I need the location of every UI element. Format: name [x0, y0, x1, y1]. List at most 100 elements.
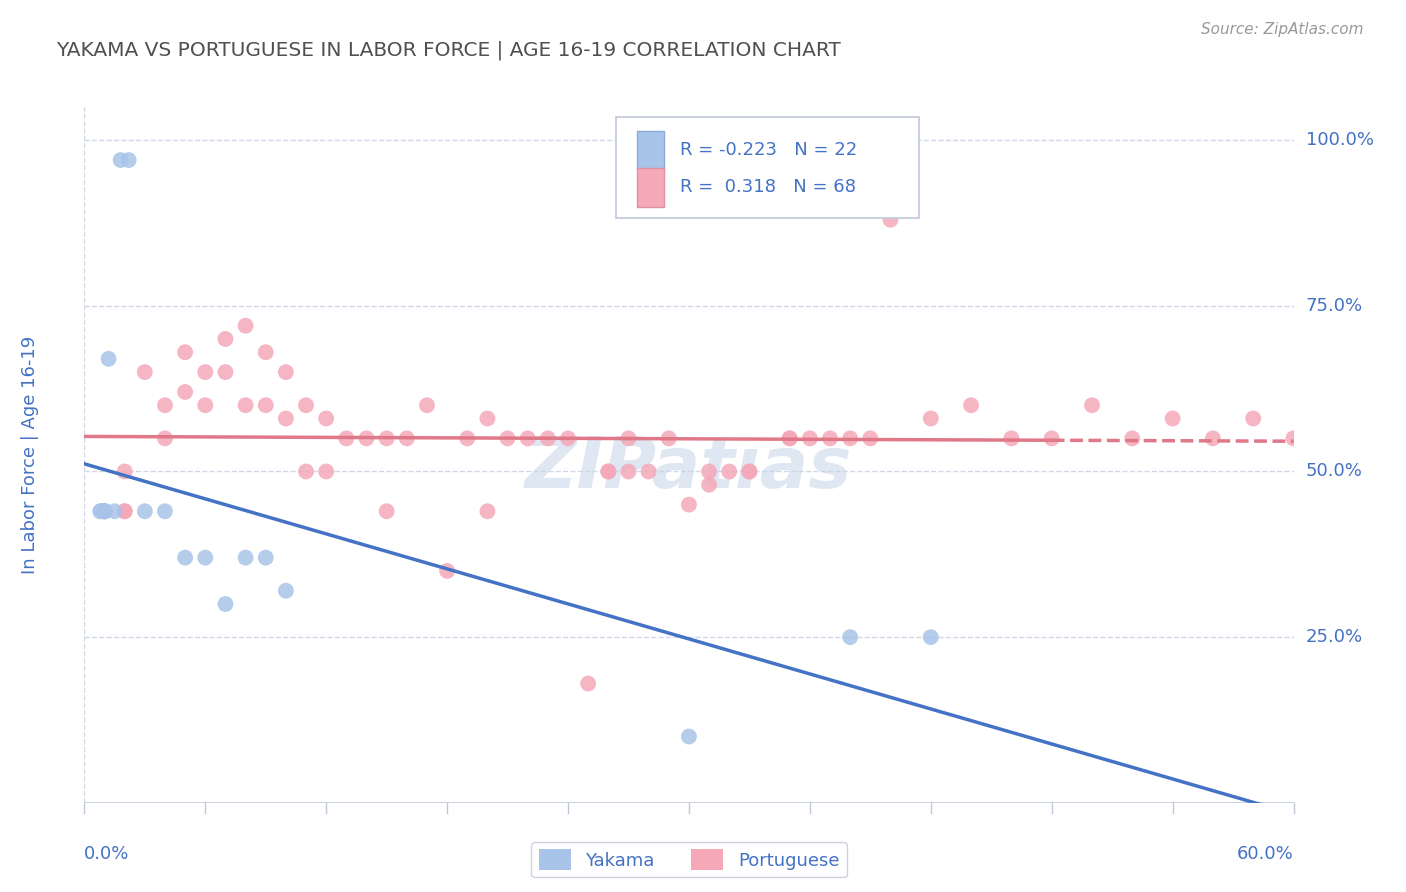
- Point: [598, 465, 620, 479]
- Point: [194, 550, 217, 565]
- Point: [1282, 431, 1305, 445]
- Point: [1241, 411, 1264, 425]
- Point: [920, 630, 942, 644]
- Point: [214, 597, 236, 611]
- FancyBboxPatch shape: [637, 131, 664, 169]
- Text: ZIPatıas: ZIPatıas: [526, 434, 852, 503]
- Point: [194, 398, 217, 412]
- Text: 100.0%: 100.0%: [1306, 131, 1374, 149]
- Point: [93, 504, 115, 518]
- Text: 75.0%: 75.0%: [1306, 297, 1362, 315]
- Point: [104, 504, 127, 518]
- Point: [557, 431, 579, 445]
- Point: [93, 504, 115, 518]
- Point: [456, 431, 478, 445]
- Point: [617, 431, 640, 445]
- Point: [375, 504, 398, 518]
- Point: [97, 351, 120, 366]
- Text: YAKAMA VS PORTUGUESE IN LABOR FORCE | AGE 16-19 CORRELATION CHART: YAKAMA VS PORTUGUESE IN LABOR FORCE | AG…: [56, 40, 841, 60]
- Point: [235, 398, 257, 412]
- Point: [89, 504, 111, 518]
- Point: [718, 465, 741, 479]
- Point: [516, 431, 538, 445]
- Point: [134, 365, 156, 379]
- Point: [235, 318, 257, 333]
- Point: [174, 550, 197, 565]
- Point: [93, 504, 115, 518]
- Point: [477, 504, 499, 518]
- Text: 60.0%: 60.0%: [1237, 845, 1294, 863]
- Point: [110, 153, 132, 167]
- Point: [436, 564, 458, 578]
- FancyBboxPatch shape: [616, 118, 918, 219]
- Point: [93, 504, 115, 518]
- Point: [1202, 431, 1225, 445]
- Point: [658, 431, 681, 445]
- Point: [1161, 411, 1184, 425]
- Text: 50.0%: 50.0%: [1306, 462, 1362, 481]
- Point: [356, 431, 378, 445]
- Point: [839, 431, 862, 445]
- Point: [859, 431, 882, 445]
- Point: [395, 431, 418, 445]
- Point: [779, 431, 801, 445]
- Point: [920, 411, 942, 425]
- Point: [118, 153, 141, 167]
- Point: [274, 411, 297, 425]
- Point: [477, 411, 499, 425]
- Point: [1000, 431, 1022, 445]
- Point: [1121, 431, 1143, 445]
- Point: [89, 504, 111, 518]
- Point: [637, 465, 659, 479]
- Point: [697, 465, 720, 479]
- Legend: Yakama, Portuguese: Yakama, Portuguese: [531, 842, 846, 877]
- Point: [274, 583, 297, 598]
- Point: [254, 550, 277, 565]
- Point: [295, 465, 318, 479]
- Point: [93, 504, 115, 518]
- Point: [598, 465, 620, 479]
- Point: [537, 431, 560, 445]
- Text: R = -0.223   N = 22: R = -0.223 N = 22: [681, 141, 858, 159]
- Text: 25.0%: 25.0%: [1306, 628, 1362, 646]
- Point: [496, 431, 519, 445]
- Point: [779, 431, 801, 445]
- Text: Source: ZipAtlas.com: Source: ZipAtlas.com: [1201, 22, 1364, 37]
- Text: In Labor Force | Age 16-19: In Labor Force | Age 16-19: [21, 335, 39, 574]
- Point: [134, 504, 156, 518]
- Point: [799, 431, 821, 445]
- Point: [960, 398, 983, 412]
- Point: [254, 345, 277, 359]
- Point: [235, 550, 257, 565]
- Point: [153, 431, 176, 445]
- Point: [153, 398, 176, 412]
- Point: [879, 212, 901, 227]
- Point: [114, 504, 136, 518]
- Point: [697, 477, 720, 491]
- Point: [315, 465, 337, 479]
- Point: [295, 398, 318, 412]
- Point: [93, 504, 115, 518]
- Point: [153, 504, 176, 518]
- Point: [315, 411, 337, 425]
- Point: [1081, 398, 1104, 412]
- Point: [214, 332, 236, 346]
- Point: [254, 398, 277, 412]
- Text: R =  0.318   N = 68: R = 0.318 N = 68: [681, 178, 856, 196]
- Point: [174, 345, 197, 359]
- Point: [114, 465, 136, 479]
- Point: [93, 504, 115, 518]
- Point: [818, 431, 841, 445]
- Point: [678, 498, 700, 512]
- Point: [1040, 431, 1063, 445]
- Point: [738, 465, 761, 479]
- Point: [214, 365, 236, 379]
- Point: [678, 730, 700, 744]
- FancyBboxPatch shape: [637, 169, 664, 207]
- Point: [114, 504, 136, 518]
- Point: [335, 431, 357, 445]
- Point: [576, 676, 599, 690]
- Point: [174, 384, 197, 399]
- Point: [274, 365, 297, 379]
- Point: [416, 398, 439, 412]
